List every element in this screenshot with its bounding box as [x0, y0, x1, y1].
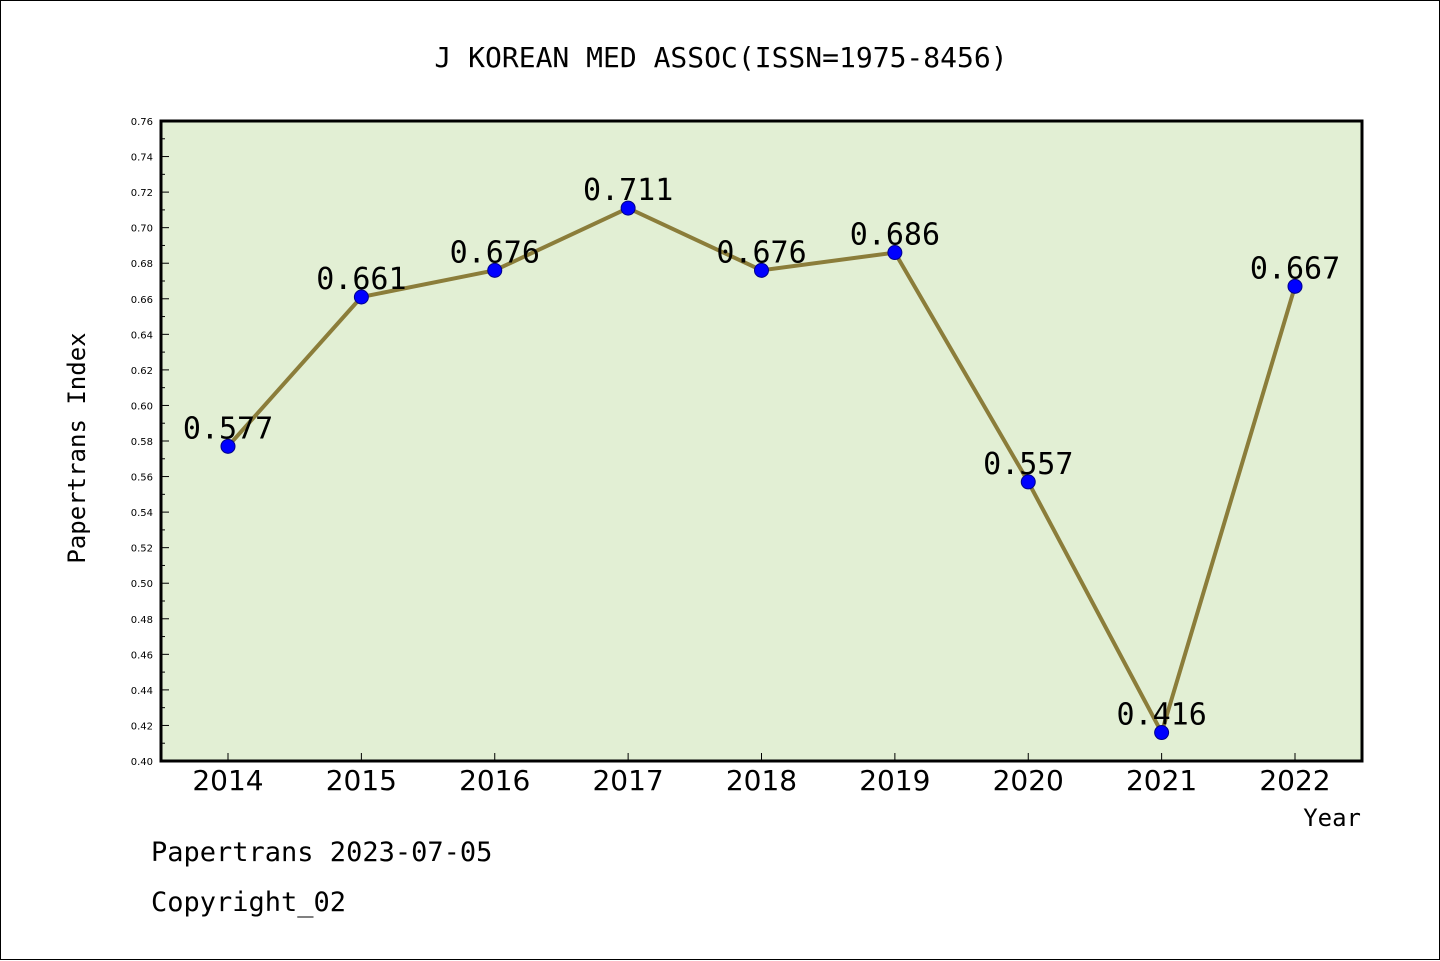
y-tick-label: 0.58	[131, 437, 153, 448]
y-tick-label: 0.56	[131, 473, 153, 484]
data-label: 0.577	[183, 411, 273, 446]
x-tick-label: 2022	[1259, 764, 1330, 797]
y-tick-label: 0.52	[131, 544, 153, 555]
y-tick-label: 0.46	[131, 650, 153, 661]
data-label: 0.676	[716, 235, 806, 270]
data-point	[220, 438, 236, 454]
source-credit: Papertrans 2023-07-05	[151, 837, 493, 868]
plot-area	[159, 119, 1364, 763]
data-point	[1020, 474, 1036, 490]
x-tick-label: 2018	[726, 764, 797, 797]
y-tick-label: 0.76	[131, 117, 153, 128]
y-tick-label: 0.40	[131, 757, 153, 768]
y-tick-label: 0.74	[131, 153, 153, 164]
data-point	[887, 245, 903, 261]
data-point	[1154, 725, 1170, 741]
y-tick-label: 0.66	[131, 295, 153, 306]
data-point	[353, 289, 369, 305]
y-tick-label: 0.72	[131, 188, 153, 199]
y-tick-label: 0.48	[131, 615, 153, 626]
data-point	[620, 200, 636, 216]
x-axis-ticks: 2014 2015 2016 2017 2018 2019 2020 2021 2022	[192, 753, 1331, 797]
data-label: 0.667	[1250, 251, 1340, 286]
chart-title: J KOREAN MED ASSOC(ISSN=1975-8456)	[434, 41, 1007, 74]
data-labels: 0.577 0.661 0.676 0.711 0.676 0.686 0.557 0.416…	[183, 173, 1340, 732]
y-tick-label: 0.42	[131, 721, 153, 732]
y-tick-label: 0.54	[131, 508, 153, 519]
y-tick-label: 0.50	[131, 579, 153, 590]
y-axis-ticks: 0.40 0.42 0.44 0.46 0.48 0.50 0.52 0.54 0.56 0.58…	[131, 117, 169, 768]
x-tick-label: 2016	[459, 764, 530, 797]
x-tick-label: 2017	[592, 764, 663, 797]
x-tick-label: 2021	[1126, 764, 1197, 797]
x-tick-label: 2020	[993, 764, 1064, 797]
data-label: 0.416	[1116, 698, 1206, 733]
data-label: 0.711	[583, 173, 673, 208]
data-point	[754, 262, 769, 278]
copyright-notice: Copyright_02	[151, 887, 347, 918]
x-axis-label: Year	[1303, 804, 1361, 832]
y-tick-label: 0.44	[131, 686, 153, 697]
x-tick-label: 2015	[326, 764, 397, 797]
y-axis-label: Papertrans Index	[63, 332, 91, 563]
y-tick-label: 0.62	[131, 366, 153, 377]
data-point	[1287, 278, 1303, 294]
data-point	[487, 262, 503, 278]
data-label: 0.686	[850, 218, 940, 253]
data-label: 0.557	[983, 447, 1073, 482]
data-label: 0.676	[450, 235, 540, 270]
x-tick-label: 2019	[859, 764, 930, 797]
y-tick-label: 0.68	[131, 259, 153, 270]
y-tick-label: 0.70	[131, 224, 153, 235]
y-tick-label: 0.60	[131, 401, 153, 412]
data-label: 0.661	[316, 262, 406, 297]
y-tick-label: 0.64	[131, 330, 153, 341]
x-tick-label: 2014	[192, 764, 263, 797]
data-points	[220, 200, 1303, 741]
